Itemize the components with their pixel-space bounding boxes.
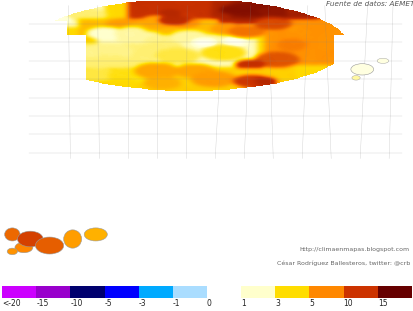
Bar xyxy=(104,286,138,298)
Text: <-20: <-20 xyxy=(2,299,21,309)
Bar xyxy=(70,286,104,298)
Bar xyxy=(377,286,411,298)
Text: 15: 15 xyxy=(377,299,387,309)
Ellipse shape xyxy=(15,242,33,253)
Ellipse shape xyxy=(7,248,17,255)
Text: -15: -15 xyxy=(36,299,48,309)
Text: 3: 3 xyxy=(275,299,280,309)
Text: http://climaenmapas.blogspot.com: http://climaenmapas.blogspot.com xyxy=(299,247,409,252)
Ellipse shape xyxy=(350,64,373,75)
Ellipse shape xyxy=(351,76,359,80)
Ellipse shape xyxy=(5,228,20,241)
Text: Fuente de datos: AEMET: Fuente de datos: AEMET xyxy=(325,2,413,7)
Bar xyxy=(173,286,206,298)
Bar xyxy=(36,286,70,298)
Ellipse shape xyxy=(376,58,388,63)
Bar xyxy=(2,286,36,298)
Ellipse shape xyxy=(84,228,107,241)
Text: 1: 1 xyxy=(240,299,245,309)
Bar xyxy=(240,286,275,298)
Bar xyxy=(206,286,240,298)
Bar xyxy=(309,286,343,298)
Bar xyxy=(138,286,173,298)
Text: -5: -5 xyxy=(104,299,112,309)
Ellipse shape xyxy=(17,231,43,247)
Text: 10: 10 xyxy=(343,299,352,309)
Text: 0: 0 xyxy=(206,299,211,309)
Bar xyxy=(343,286,377,298)
Text: 5: 5 xyxy=(309,299,313,309)
Ellipse shape xyxy=(36,237,64,254)
Text: -1: -1 xyxy=(173,299,180,309)
Text: -10: -10 xyxy=(70,299,83,309)
Bar xyxy=(275,286,309,298)
Ellipse shape xyxy=(64,230,81,248)
Text: César Rodríguez Ballesteros, twitter: @crb: César Rodríguez Ballesteros, twitter: @c… xyxy=(276,261,409,266)
Text: -3: -3 xyxy=(138,299,146,309)
